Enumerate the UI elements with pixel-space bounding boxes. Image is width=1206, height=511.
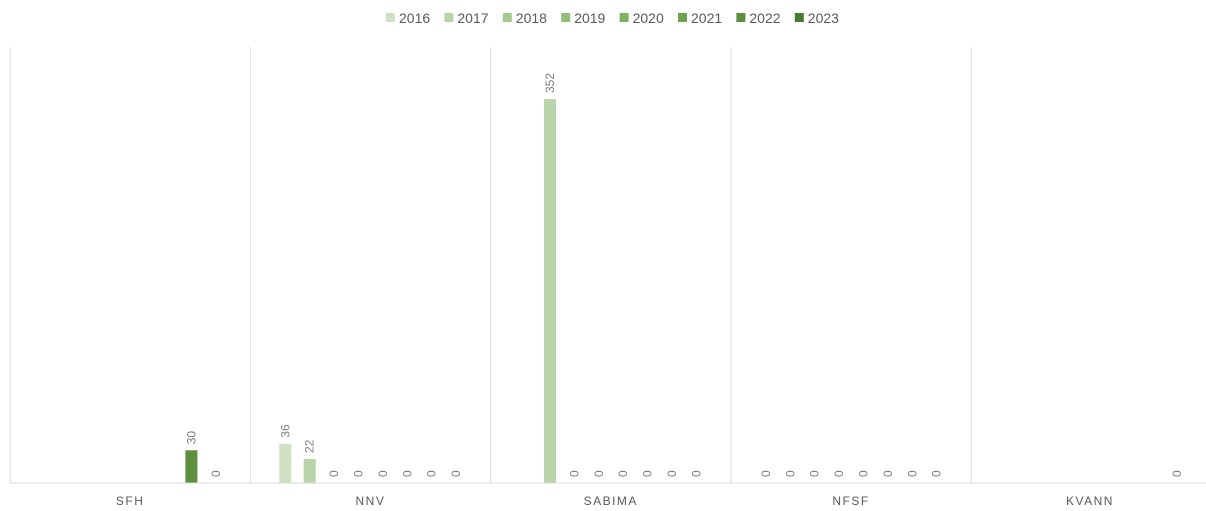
legend-label: 2020 [633,10,664,26]
data-label-NFSF-2017: 0 [783,470,797,477]
legend-swatch [736,13,746,22]
legend-item-2023: 2023 [794,10,839,26]
legend-swatch [794,13,804,22]
data-label-NFSF-2018: 0 [808,470,822,477]
legend-item-2017: 2017 [444,10,489,26]
category-separators [9,47,972,483]
data-label-NNV-2021: 0 [400,470,414,477]
legend-item-2022: 2022 [736,10,781,26]
legend-label: 2019 [574,10,605,26]
category-label-sfh: SFH [116,494,145,508]
data-label-NFSF-2022: 0 [905,470,919,477]
legend-swatch [502,13,512,22]
data-label-NNV-2017: 22 [303,439,317,453]
bar-NNV-2016 [279,443,292,483]
data-label-NFSF-2016: 0 [759,470,773,477]
bar-SABIMA-2017 [544,99,556,483]
data-label-SABIMA-2022: 0 [665,470,679,477]
legend-item-2019: 2019 [561,10,606,26]
bar-NNV-2017 [303,459,316,483]
legend-item-2020: 2020 [619,10,664,26]
data-label-SABIMA-2017: 352 [543,73,557,93]
legend-label: 2017 [457,10,488,26]
legend-label: 2018 [516,10,547,26]
legend-item-2018: 2018 [502,10,547,26]
category-label-nfsf: NFSF [832,494,869,508]
bar-SFH-2022 [185,450,198,483]
data-label-KVANN-2023: 0 [1170,470,1184,477]
data-label-NNV-2018: 0 [327,470,341,477]
legend-swatch [561,13,571,22]
data-label-NFSF-2021: 0 [881,470,895,477]
legend-swatch [444,13,454,22]
legend-item-2016: 2016 [386,10,430,26]
bars: 30 0 36 22 0 0 0 0 0 0 352 0 0 0 0 0 0 0 0 0 0 0 0 0 0 0 [184,73,1184,483]
data-label-SABIMA-2021: 0 [641,470,655,477]
data-label-NNV-2023: 0 [449,470,463,477]
legend-label: 2023 [808,10,839,26]
legend-swatch [619,13,629,22]
category-label-sabima: SABIMA [584,494,638,508]
data-label-NFSF-2019: 0 [832,470,846,477]
category-label-kvann: KVANN [1066,494,1114,508]
data-label-NNV-2016: 36 [278,424,292,438]
data-label-NNV-2020: 0 [376,470,390,477]
data-label-NFSF-2023: 0 [930,470,944,477]
data-label-SABIMA-2019: 0 [592,470,606,477]
category-labels: SFH NNV SABIMA NFSF KVANN [116,494,1114,508]
legend-item-2021: 2021 [678,10,722,26]
legend-label: 2021 [691,10,722,26]
data-label-NNV-2022: 0 [425,470,439,477]
data-label-NNV-2019: 0 [352,470,366,477]
legend: 2016 2017 2018 2019 2020 2021 2022 2023 [386,10,839,26]
data-label-SABIMA-2023: 0 [689,470,703,477]
data-label-SABIMA-2020: 0 [616,470,630,477]
legend-label: 2022 [749,10,780,26]
legend-swatch [386,13,395,22]
legend-label: 2016 [399,10,430,26]
data-label-SABIMA-2018: 0 [567,470,581,477]
category-label-nnv: NNV [356,494,386,508]
legend-swatch [678,13,687,22]
data-label-SFH-2023: 0 [209,470,223,477]
data-label-SFH-2022: 30 [184,431,198,445]
data-label-NFSF-2020: 0 [857,470,871,477]
